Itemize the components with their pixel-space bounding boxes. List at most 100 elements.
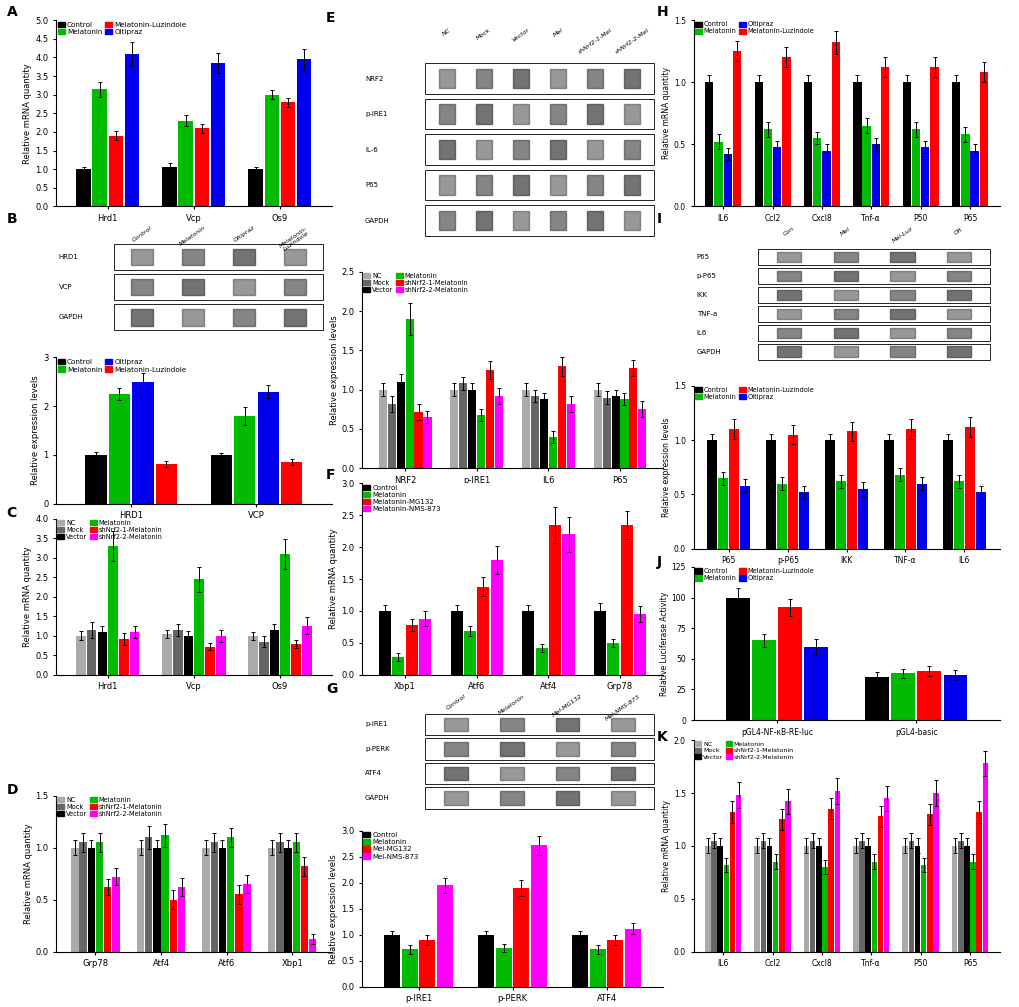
Bar	[920, 147, 928, 206]
Bar	[757, 268, 989, 284]
Bar	[450, 611, 463, 675]
Bar	[476, 175, 491, 195]
Bar	[468, 390, 476, 468]
Bar	[182, 279, 204, 295]
Bar	[183, 635, 193, 675]
Bar	[490, 560, 502, 675]
Text: F: F	[326, 468, 335, 482]
Legend: Control, Melatonin, Oltipraz, Melatonin-Luzindole: Control, Melatonin, Oltipraz, Melatonin-…	[57, 358, 187, 374]
Bar	[438, 140, 454, 159]
Bar	[384, 934, 399, 987]
Bar	[975, 492, 984, 549]
Bar	[425, 763, 653, 784]
Bar	[754, 83, 762, 206]
Bar	[513, 105, 529, 124]
Bar	[499, 718, 523, 731]
Bar	[561, 535, 574, 675]
Bar	[137, 848, 144, 952]
Bar	[477, 415, 485, 468]
Bar	[890, 346, 914, 356]
Bar	[378, 390, 386, 468]
Bar	[211, 63, 225, 206]
Bar	[809, 841, 814, 952]
Bar	[772, 147, 781, 206]
Bar	[932, 794, 937, 952]
Bar	[438, 105, 454, 124]
Bar	[891, 674, 914, 720]
Bar	[593, 611, 605, 675]
Text: H: H	[656, 5, 667, 19]
Bar	[981, 763, 987, 952]
Bar	[87, 629, 97, 675]
Legend: Control, Melatonin, Melatonin-Luzindole, Oltipraz: Control, Melatonin, Melatonin-Luzindole,…	[694, 568, 814, 582]
Bar	[476, 105, 491, 124]
Text: NC: NC	[441, 27, 451, 36]
Bar	[877, 817, 882, 952]
Bar	[862, 126, 870, 206]
Bar	[803, 83, 811, 206]
Bar	[549, 210, 566, 231]
Bar	[752, 640, 775, 720]
Bar	[234, 416, 255, 504]
Bar	[929, 67, 937, 206]
Bar	[476, 68, 491, 89]
Bar	[119, 638, 128, 675]
Bar	[890, 271, 914, 281]
Text: G: G	[326, 682, 337, 696]
Bar	[610, 742, 635, 755]
Y-axis label: Relative expression levels: Relative expression levels	[661, 418, 671, 517]
Text: Con: Con	[782, 227, 795, 238]
Bar	[788, 435, 798, 549]
Bar	[96, 842, 103, 952]
Text: C: C	[6, 507, 16, 521]
Bar	[946, 252, 970, 263]
Text: VCP: VCP	[59, 284, 72, 290]
Text: GAPDH: GAPDH	[696, 348, 720, 354]
Text: Oltipraz: Oltipraz	[232, 226, 256, 244]
Bar	[772, 862, 777, 952]
Bar	[549, 105, 566, 124]
Bar	[499, 792, 523, 805]
Text: Mel-Luz: Mel-Luz	[891, 227, 913, 244]
Bar	[607, 941, 623, 987]
Bar	[589, 950, 605, 987]
Bar	[902, 846, 907, 952]
Text: IL-6: IL-6	[365, 147, 377, 153]
Bar	[423, 417, 431, 468]
Y-axis label: Relative mRNA quantity: Relative mRNA quantity	[23, 63, 33, 163]
Bar	[722, 865, 729, 952]
Bar	[969, 150, 978, 206]
Bar	[833, 309, 857, 319]
Legend: NC, Mock, Vector, Melatonin, shNrf2-1-Melatonin, shNrf2-2-Melatonin: NC, Mock, Vector, Melatonin, shNrf2-1-Me…	[363, 273, 469, 294]
Bar	[847, 431, 856, 549]
Bar	[624, 68, 640, 89]
Bar	[548, 437, 556, 468]
Bar	[830, 42, 839, 206]
Bar	[733, 51, 741, 206]
Bar	[281, 462, 302, 504]
Bar	[606, 642, 619, 675]
Bar	[946, 290, 970, 300]
Bar	[177, 887, 185, 952]
Bar	[195, 128, 209, 206]
Y-axis label: Relative mRNA quantity: Relative mRNA quantity	[23, 824, 33, 923]
Bar	[161, 835, 168, 952]
Bar	[216, 635, 225, 675]
Bar	[124, 53, 139, 206]
Text: HRD1: HRD1	[59, 254, 78, 260]
Text: Vector: Vector	[511, 27, 530, 43]
Text: K: K	[656, 729, 667, 743]
Bar	[145, 837, 152, 952]
Bar	[953, 481, 963, 549]
Bar	[549, 140, 566, 159]
Bar	[905, 429, 915, 549]
Bar	[951, 846, 957, 952]
Bar	[611, 396, 619, 468]
Bar	[438, 210, 454, 231]
Bar	[827, 809, 834, 952]
Bar	[883, 440, 893, 549]
Bar	[378, 611, 390, 675]
Bar	[513, 175, 529, 195]
Bar	[821, 867, 827, 952]
Bar	[98, 631, 107, 675]
